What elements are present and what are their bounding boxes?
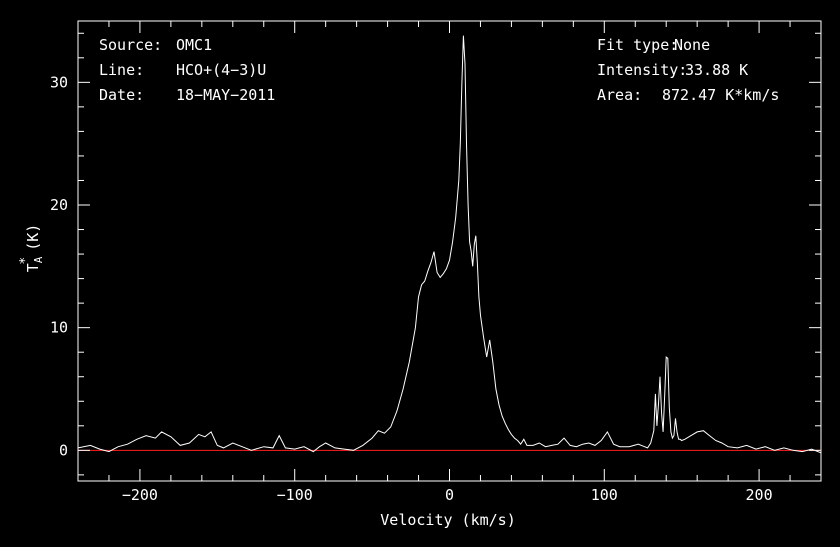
info-intensity-key: Intensity: [597,61,688,79]
y-axis-label: TA* (K) [18,224,45,273]
info-area-value: 872.47 K*km/s [662,86,780,104]
x-tick-label: −100 [277,486,313,504]
x-tick-label: 100 [591,486,618,504]
x-tick-label: 0 [445,486,454,504]
info-date-key: Date: [99,86,145,104]
info-area-key: Area: [597,86,643,104]
info-source-key: Source: [99,36,163,54]
y-tick-label: 0 [59,441,68,459]
y-axis-label-sub: A [32,256,45,263]
y-axis-label-sup: * [18,257,33,265]
y-tick-label: 30 [50,73,68,91]
y-axis-label-unit: (K) [24,224,42,251]
info-fit-type-value: None [674,36,711,54]
x-tick-label: −200 [122,486,158,504]
x-axis-label: Velocity (km/s) [380,511,515,529]
info-source-value: OMC1 [176,36,213,54]
info-line-key: Line: [99,61,145,79]
info-date-value: 18−MAY−2011 [176,86,276,104]
svg-text:TA*(K): TA* (K) [18,224,45,273]
info-intensity-value: 33.88 K [685,61,749,79]
x-tick-label: 200 [746,486,773,504]
info-fit-type-key: Fit type: [597,36,679,54]
y-axis-label-main: T [24,263,42,272]
info-line-value: HCO+(4−3)U [176,61,267,79]
spectrum-series-line [77,35,822,454]
y-tick-label: 20 [50,196,68,214]
y-tick-label: 10 [50,319,68,337]
